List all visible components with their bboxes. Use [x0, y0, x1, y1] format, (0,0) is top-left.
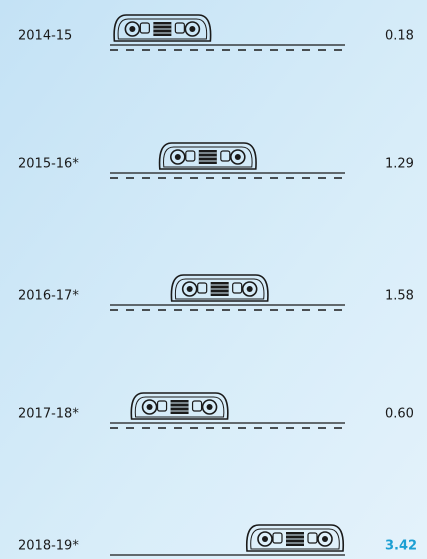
wheel [184, 21, 201, 37]
spring [307, 532, 318, 544]
spring [191, 400, 203, 412]
bogie [113, 14, 212, 42]
value-label: 3.42 [385, 539, 417, 554]
bogie [245, 524, 345, 552]
bogie-body [113, 14, 212, 42]
wheel [257, 531, 273, 547]
wheel-hub [234, 154, 241, 160]
category-label: 2015-16* [18, 157, 79, 172]
wheel [317, 531, 333, 547]
wheel [241, 281, 258, 297]
spring [272, 532, 283, 544]
value-label: 0.60 [385, 407, 414, 422]
spring [174, 22, 185, 34]
wheel-hub [146, 404, 153, 410]
spring [139, 22, 150, 34]
spring [185, 150, 196, 162]
spring [197, 282, 208, 294]
wheel [141, 399, 158, 415]
spring [232, 282, 243, 294]
bogie [130, 392, 229, 420]
bogie-inner [134, 396, 225, 418]
wheel-hub [322, 536, 328, 542]
wheel-hub [186, 286, 193, 292]
bogie-body [245, 524, 345, 552]
wheel [230, 149, 246, 165]
value-label: 1.29 [385, 157, 414, 172]
value-label: 1.58 [385, 289, 414, 304]
wheel-hub [189, 26, 196, 32]
wheel [124, 21, 141, 37]
wheel [181, 281, 198, 297]
bogie-body [158, 142, 257, 170]
bogie [170, 274, 269, 302]
bogie-body [130, 392, 229, 420]
wheel [201, 399, 218, 415]
wheel-hub [206, 404, 213, 410]
wheel-hub [174, 154, 181, 160]
value-label: 0.18 [385, 29, 414, 44]
category-label: 2018-19* [18, 539, 79, 554]
spring [156, 400, 168, 412]
bogie-inner [117, 18, 208, 40]
bogie [158, 142, 257, 170]
spring [220, 150, 231, 162]
category-label: 2016-17* [18, 289, 79, 304]
bogie-body [170, 274, 269, 302]
bogie-inner [250, 528, 340, 550]
category-label: 2017-18* [18, 407, 79, 422]
bogie-inner [174, 278, 265, 300]
bogie-inner [163, 146, 253, 168]
wheel-hub [129, 26, 136, 32]
wheel-hub [246, 286, 253, 292]
wheel-hub [262, 536, 268, 542]
category-label: 2014-15 [18, 29, 72, 44]
wheel [170, 149, 186, 165]
